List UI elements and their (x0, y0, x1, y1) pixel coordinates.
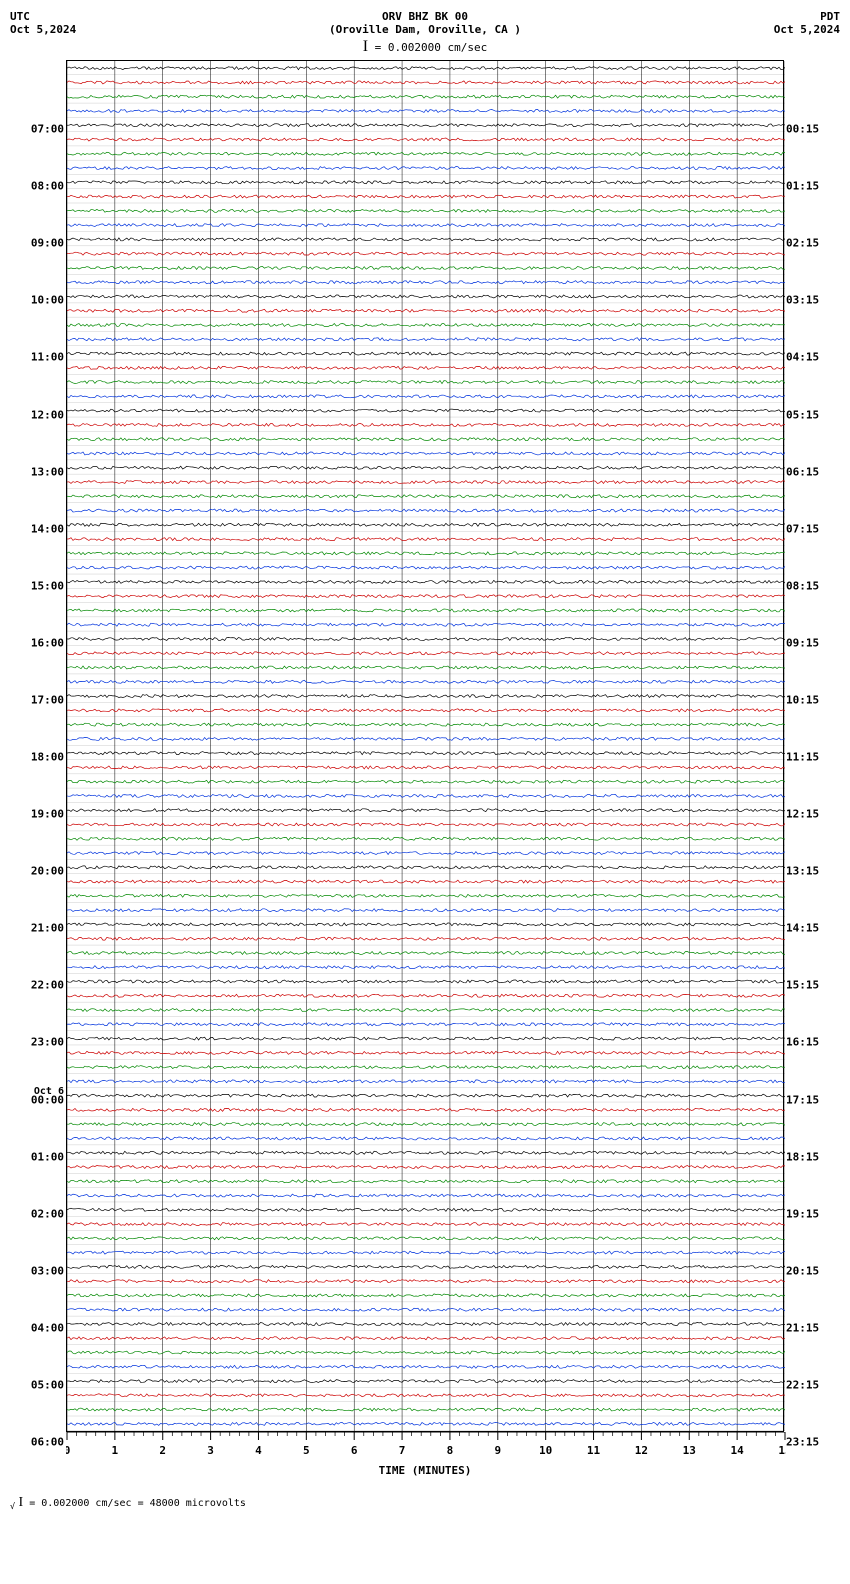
svg-text:14: 14 (731, 1444, 745, 1457)
right-hour-label: 15:15 (786, 979, 840, 992)
svg-text:5: 5 (303, 1444, 310, 1457)
left-hour-label: 15:00 (10, 579, 64, 592)
plot-container: 07:00 08:00 09:00 10:00 11:00 12:00 13:00 14:00… (10, 60, 840, 1432)
station-title: ORV BHZ BK 00 (100, 10, 750, 23)
right-hour-label: 23:15 (786, 1436, 840, 1449)
svg-text:3: 3 (207, 1444, 214, 1457)
right-hour-label: 03:15 (786, 294, 840, 307)
right-hour-label: 08:15 (786, 579, 840, 592)
right-hour-label: 12:15 (786, 808, 840, 821)
right-hour-label: 06:15 (786, 465, 840, 478)
left-hour-label: 14:00 (10, 522, 64, 535)
left-hour-label: 03:00 (10, 1264, 64, 1277)
right-hour-label: 02:15 (786, 237, 840, 250)
left-hour-label: 05:00 (10, 1378, 64, 1391)
svg-text:1: 1 (112, 1444, 119, 1457)
right-hour-label: 21:15 (786, 1321, 840, 1334)
left-hour-label: 02:00 (10, 1207, 64, 1220)
svg-text:6: 6 (351, 1444, 358, 1457)
tz-utc-label: UTC (10, 10, 100, 23)
date-right: Oct 5,2024 (750, 23, 840, 36)
svg-text:0: 0 (66, 1444, 70, 1457)
svg-text:10: 10 (539, 1444, 552, 1457)
footer-text: = 0.002000 cm/sec = 48000 microvolts (23, 1498, 246, 1509)
header-right: PDT Oct 5,2024 (750, 10, 840, 36)
svg-text:8: 8 (447, 1444, 454, 1457)
right-hour-label: 17:15 (786, 1093, 840, 1106)
right-hour-label: 18:15 (786, 1150, 840, 1163)
svg-text:15: 15 (778, 1444, 786, 1457)
svg-text:7: 7 (399, 1444, 406, 1457)
right-hour-label: 10:15 (786, 693, 840, 706)
x-axis-svg: 0123456789101112131415 (66, 1432, 786, 1462)
right-hour-label: 01:15 (786, 180, 840, 193)
seismogram-plot (66, 60, 784, 1432)
header-left: UTC Oct 5,2024 (10, 10, 100, 36)
left-hour-label: 01:00 (10, 1150, 64, 1163)
footer-bar-icon: I (15, 1495, 23, 1510)
tz-pdt-label: PDT (750, 10, 840, 23)
svg-text:4: 4 (255, 1444, 262, 1457)
svg-text:9: 9 (494, 1444, 501, 1457)
right-hour-label: 13:15 (786, 865, 840, 878)
left-hour-label: 07:00 (10, 123, 64, 136)
right-hour-label: 11:15 (786, 751, 840, 764)
header-center: ORV BHZ BK 00 (Oroville Dam, Oroville, C… (100, 10, 750, 36)
left-hour-label: 09:00 (10, 237, 64, 250)
date-left: Oct 5,2024 (10, 23, 100, 36)
left-hour-label: 06:00 (10, 1436, 64, 1449)
footer: √ I = 0.002000 cm/sec = 48000 microvolts (10, 1495, 840, 1511)
header: UTC Oct 5,2024 ORV BHZ BK 00 (Oroville D… (10, 10, 840, 36)
midnight-date-label: Oct 6 (10, 1086, 64, 1097)
left-hour-label: 16:00 (10, 636, 64, 649)
station-subtitle: (Oroville Dam, Oroville, CA ) (100, 23, 750, 36)
left-hour-label: 18:00 (10, 751, 64, 764)
left-hour-label: 21:00 (10, 922, 64, 935)
left-hour-label: 04:00 (10, 1321, 64, 1334)
left-hour-label: 20:00 (10, 865, 64, 878)
scale-text: = 0.002000 cm/sec (368, 41, 487, 54)
svg-text:2: 2 (159, 1444, 166, 1457)
left-hour-label: 11:00 (10, 351, 64, 364)
right-hour-label: 00:15 (786, 123, 840, 136)
left-hour-label: 19:00 (10, 808, 64, 821)
left-hour-label: 10:00 (10, 294, 64, 307)
right-hour-label: 19:15 (786, 1207, 840, 1220)
left-hour-label: 13:00 (10, 465, 64, 478)
right-hour-label: 22:15 (786, 1378, 840, 1391)
right-hour-label: 07:15 (786, 522, 840, 535)
right-hour-label: 09:15 (786, 636, 840, 649)
svg-text:13: 13 (683, 1444, 696, 1457)
left-hour-label: 12:00 (10, 408, 64, 421)
svg-text:12: 12 (635, 1444, 648, 1457)
seismogram-svg (67, 61, 785, 1431)
right-hour-label: 20:15 (786, 1264, 840, 1277)
right-hour-label: 05:15 (786, 408, 840, 421)
right-hour-label: 04:15 (786, 351, 840, 364)
left-hour-label: 23:00 (10, 1036, 64, 1049)
left-hour-label: 22:00 (10, 979, 64, 992)
x-axis-area: 0123456789101112131415 TIME (MINUTES) (66, 1432, 784, 1477)
scale-row: I = 0.002000 cm/sec (10, 38, 840, 56)
right-hour-label: 16:15 (786, 1036, 840, 1049)
svg-text:11: 11 (587, 1444, 601, 1457)
right-hour-label: 14:15 (786, 922, 840, 935)
left-hour-label: 17:00 (10, 693, 64, 706)
left-hour-label: 08:00 (10, 180, 64, 193)
x-axis-label: TIME (MINUTES) (66, 1464, 784, 1477)
